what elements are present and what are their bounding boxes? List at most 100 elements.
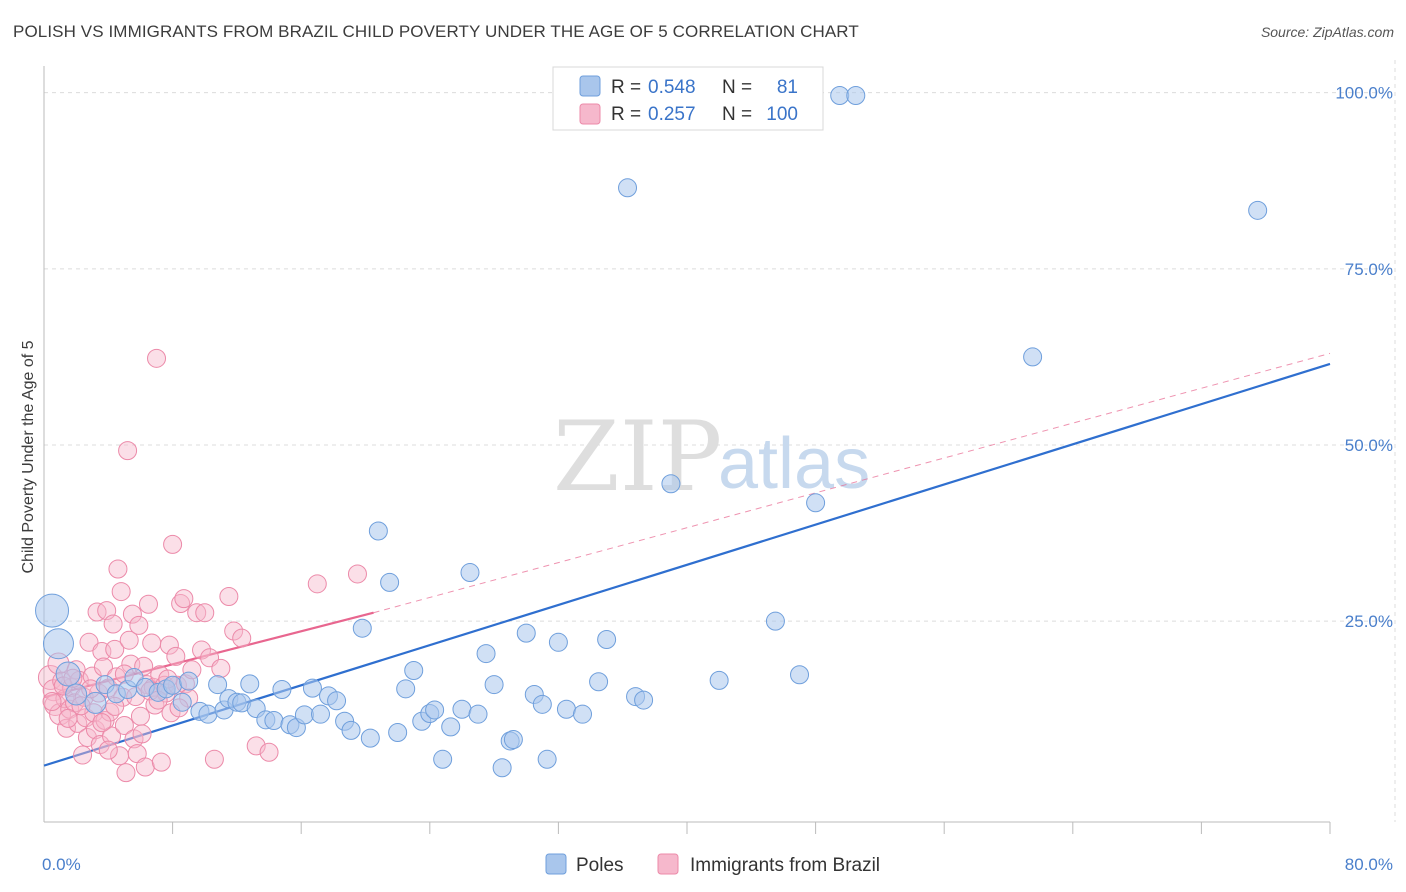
point-poles [476,644,496,664]
point-poles [709,670,729,690]
point-poles [830,85,850,105]
point-brazil [58,708,78,728]
series-poles-points [35,85,1268,778]
point-brazil [166,646,186,666]
point-brazil [116,763,136,783]
point-poles [352,618,372,638]
point-poles [294,705,314,725]
point-brazil [211,658,231,678]
point-poles [846,85,866,105]
point-brazil [111,582,131,602]
watermark: ZIP atlas [553,401,870,513]
point-poles [492,758,512,778]
point-brazil [87,602,107,622]
point-brazil [122,604,142,624]
source-label: Source: ZipAtlas.com [1260,24,1394,40]
point-poles [1248,200,1268,220]
point-poles [368,521,388,541]
axes [43,66,1331,834]
point-poles [264,711,284,731]
legend-swatch-poles [579,75,601,97]
point-brazil [114,715,134,735]
x-tick-label: 80.0% [1345,855,1393,874]
point-poles [272,680,292,700]
legend-poles-n-label: N = [722,77,752,98]
watermark-zip: ZIP [553,401,722,513]
point-poles [460,563,480,583]
point-poles [163,675,183,695]
point-poles [634,690,654,710]
point-poles [302,678,322,698]
x-tick-labels: 0.0% 80.0% [42,855,1393,874]
bottom-legend-brazil: Immigrants from Brazil [690,855,880,876]
point-poles [661,474,681,494]
point-poles [208,675,228,695]
point-poles [532,694,552,714]
point-brazil [147,348,167,368]
point-brazil [259,742,279,762]
legend-poles-n-value: 81 [777,77,798,98]
point-poles [404,660,424,680]
point-brazil [103,614,123,634]
point-poles [327,691,347,711]
chart-title: POLISH VS IMMIGRANTS FROM BRAZIL CHILD P… [13,22,859,41]
point-brazil [118,441,138,461]
point-poles [618,178,638,198]
point-poles [573,704,593,724]
legend-brazil-r-label: R = [611,104,641,125]
point-poles [468,704,488,724]
point-poles [84,691,107,714]
point-brazil [159,635,179,655]
point-brazil [224,621,244,641]
y-axis-label: Child Poverty Under the Age of 5 [20,340,37,573]
point-brazil [195,603,215,623]
point-poles [765,611,785,631]
point-brazil [307,574,327,594]
y-tick-labels: 25.0% 50.0% 75.0% 100.0% [1335,84,1393,632]
point-brazil [119,630,139,650]
trend-line-poles [43,362,1331,767]
point-brazil [108,559,128,579]
point-brazil [187,603,207,623]
point-poles [396,679,416,699]
point-poles [548,632,568,652]
legend-brazil-n-value: 100 [766,104,798,125]
point-poles [198,704,218,724]
point-brazil [135,757,155,777]
point-poles [425,700,445,720]
bottom-legend-swatch-poles [545,853,567,875]
point-poles [516,623,536,643]
x-tick-label: 0.0% [42,855,81,874]
point-poles [179,671,199,691]
trend-line-brazil-extension [373,352,1331,614]
point-brazil [73,745,93,765]
point-poles [388,723,408,743]
point-poles [441,717,461,737]
point-poles [556,699,576,719]
point-poles [537,749,557,769]
point-brazil [171,594,191,614]
y-tick-label: 100.0% [1335,84,1393,103]
point-poles [35,593,70,628]
point-brazil [132,724,152,744]
point-brazil [232,628,252,648]
point-poles [42,628,74,660]
point-brazil [79,632,99,652]
y-tick-label: 75.0% [1345,260,1393,279]
point-brazil [142,633,162,653]
point-poles [380,572,400,592]
point-poles [484,675,504,695]
point-brazil [129,615,149,635]
legend-poles-r-value: 0.548 [648,77,696,98]
point-brazil [42,692,62,712]
point-brazil [151,752,171,772]
point-poles [503,730,523,750]
point-poles [597,629,617,649]
y-tick-label: 50.0% [1345,436,1393,455]
point-poles [240,674,260,694]
legend-brazil-r-value: 0.257 [648,104,696,125]
legend: R = 0.548 N = 81 R = 0.257 N = 100 [552,66,824,131]
bottom-legend: Poles Immigrants from Brazil [545,853,880,876]
point-brazil [130,706,150,726]
